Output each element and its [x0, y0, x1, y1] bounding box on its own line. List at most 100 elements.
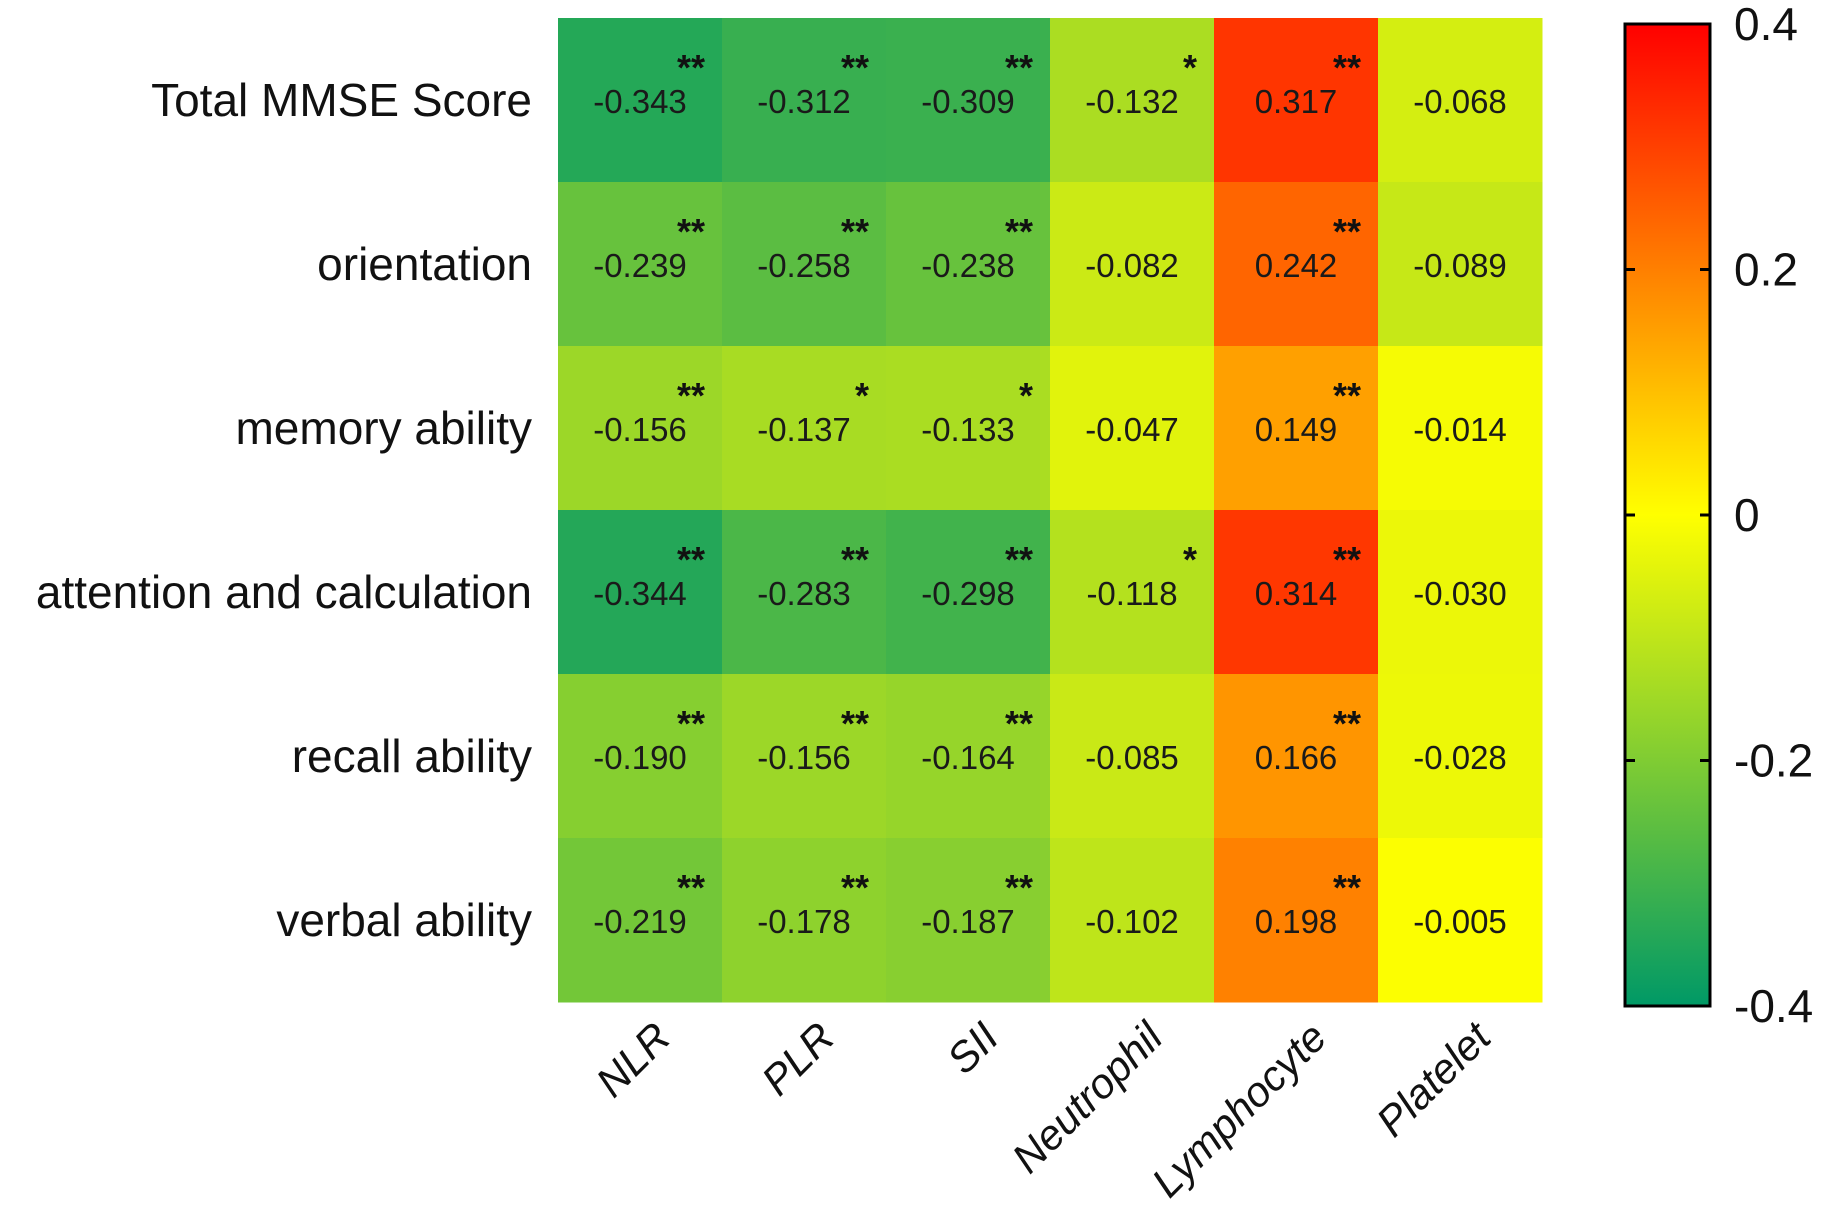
column-label: PLR [752, 1013, 843, 1104]
column-label: Lymphocyte [1143, 1013, 1336, 1206]
cell-value-label: 0.166 [1255, 739, 1338, 776]
significance-marker: ** [1005, 211, 1033, 252]
significance-marker: ** [1333, 47, 1361, 88]
colorbar-ticks: 0.4 0.2 0 -0.2 -0.4 [1625, 0, 1813, 1032]
cell-value-label: -0.164 [921, 739, 1015, 776]
cell-value-label: -0.085 [1085, 739, 1179, 776]
cell-value-label: -0.005 [1413, 903, 1507, 940]
heatmap-cell [558, 674, 723, 839]
colorbar-tick-label: -0.2 [1734, 735, 1813, 787]
significance-marker: * [855, 375, 869, 416]
cell-value-label: -0.068 [1413, 83, 1507, 120]
row-label: verbal ability [276, 894, 532, 946]
row-label: attention and calculation [36, 566, 532, 618]
heatmap-cell [1214, 346, 1379, 511]
heatmap-cell [558, 346, 723, 511]
significance-marker: * [1183, 47, 1197, 88]
heatmap-cell [1378, 838, 1543, 1003]
cell-value-label: -0.187 [921, 903, 1015, 940]
heatmap-cell [1378, 346, 1543, 511]
heatmap-cell [1214, 182, 1379, 347]
significance-marker: ** [841, 539, 869, 580]
heatmap-cell [1050, 674, 1215, 839]
heatmap-cell [886, 838, 1051, 1003]
significance-marker: ** [1005, 703, 1033, 744]
significance-marker: ** [677, 867, 705, 908]
significance-marker: ** [677, 47, 705, 88]
row-label: recall ability [292, 730, 532, 782]
significance-marker: ** [1333, 703, 1361, 744]
cell-value-label: 0.149 [1255, 411, 1338, 448]
cell-value-label: -0.238 [921, 247, 1015, 284]
heatmap-cell [558, 838, 723, 1003]
heatmap-cell [558, 510, 723, 675]
heatmap-cell [1050, 346, 1215, 511]
heatmap-cell [722, 510, 887, 675]
row-labels: Total MMSE Score orientation memory abilit… [36, 74, 532, 946]
cell-value-label: -0.219 [593, 903, 687, 940]
significance-marker: ** [1333, 211, 1361, 252]
cell-value-label: -0.030 [1413, 575, 1507, 612]
heatmap-cell [886, 182, 1051, 347]
cell-value-label: 0.317 [1255, 83, 1338, 120]
significance-marker: ** [1333, 375, 1361, 416]
heatmap-cell [886, 510, 1051, 675]
heatmap-cell [1214, 674, 1379, 839]
cell-value-label: -0.089 [1413, 247, 1507, 284]
colorbar-tick-label: 0 [1734, 489, 1760, 541]
cell-value-label: -0.118 [1086, 575, 1177, 612]
heatmap-cell [1378, 510, 1543, 675]
heatmap-cells [558, 18, 1543, 1003]
heatmap-cell [722, 838, 887, 1003]
heatmap-cell [722, 182, 887, 347]
cell-value-label: -0.343 [593, 83, 687, 120]
significance-marker: ** [841, 47, 869, 88]
significance-marker: ** [841, 211, 869, 252]
colorbar-gradient [1623, 22, 1712, 1008]
column-label: SII [938, 1013, 1008, 1083]
heatmap-cell [1214, 510, 1379, 675]
heatmap-cell [886, 18, 1051, 183]
heatmap-cell [1050, 510, 1215, 675]
cell-value-label: -0.298 [921, 575, 1015, 612]
significance-marker: ** [1005, 539, 1033, 580]
cell-value-label: -0.239 [593, 247, 687, 284]
cell-value-label: -0.309 [921, 83, 1015, 120]
cell-value-label: -0.283 [757, 575, 851, 612]
heatmap-cell [1214, 18, 1379, 183]
significance-marker: ** [677, 375, 705, 416]
heatmap-cell [1378, 18, 1543, 183]
cell-value-label: -0.178 [757, 903, 851, 940]
significance-marker: ** [677, 703, 705, 744]
significance-marker: * [1019, 375, 1033, 416]
significance-marker: ** [1333, 539, 1361, 580]
colorbar-tick-label: 0.4 [1734, 0, 1798, 50]
heatmap-cell [1378, 182, 1543, 347]
row-label: memory ability [235, 402, 532, 454]
cell-value-label: -0.082 [1085, 247, 1179, 284]
cell-value-label: -0.028 [1413, 739, 1507, 776]
cell-value-label: -0.133 [921, 411, 1015, 448]
significance-marker: ** [677, 211, 705, 252]
heatmap-cell [1214, 838, 1379, 1003]
significance-marker: * [1183, 539, 1197, 580]
column-label: NLR [587, 1013, 680, 1106]
cell-value-label: -0.132 [1085, 83, 1179, 120]
cell-value-label: -0.190 [593, 739, 687, 776]
colorbar-tick-label: -0.4 [1734, 980, 1813, 1032]
heatmap-cell [1378, 674, 1543, 839]
colorbar-tick-label: 0.2 [1734, 244, 1798, 296]
colorbar: 0.4 0.2 0 -0.2 -0.4 [1623, 0, 1813, 1032]
significance-marker: ** [677, 539, 705, 580]
heatmap-cell [1050, 18, 1215, 183]
cell-value-label: -0.156 [593, 411, 687, 448]
significance-marker: ** [841, 867, 869, 908]
cell-value-label: -0.014 [1413, 411, 1507, 448]
significance-marker: ** [841, 703, 869, 744]
significance-marker: ** [1005, 867, 1033, 908]
cell-value-label: 0.242 [1255, 247, 1338, 284]
cell-value-label: -0.102 [1085, 903, 1179, 940]
cell-value-label: -0.047 [1085, 411, 1179, 448]
cell-value-label: -0.312 [757, 83, 851, 120]
